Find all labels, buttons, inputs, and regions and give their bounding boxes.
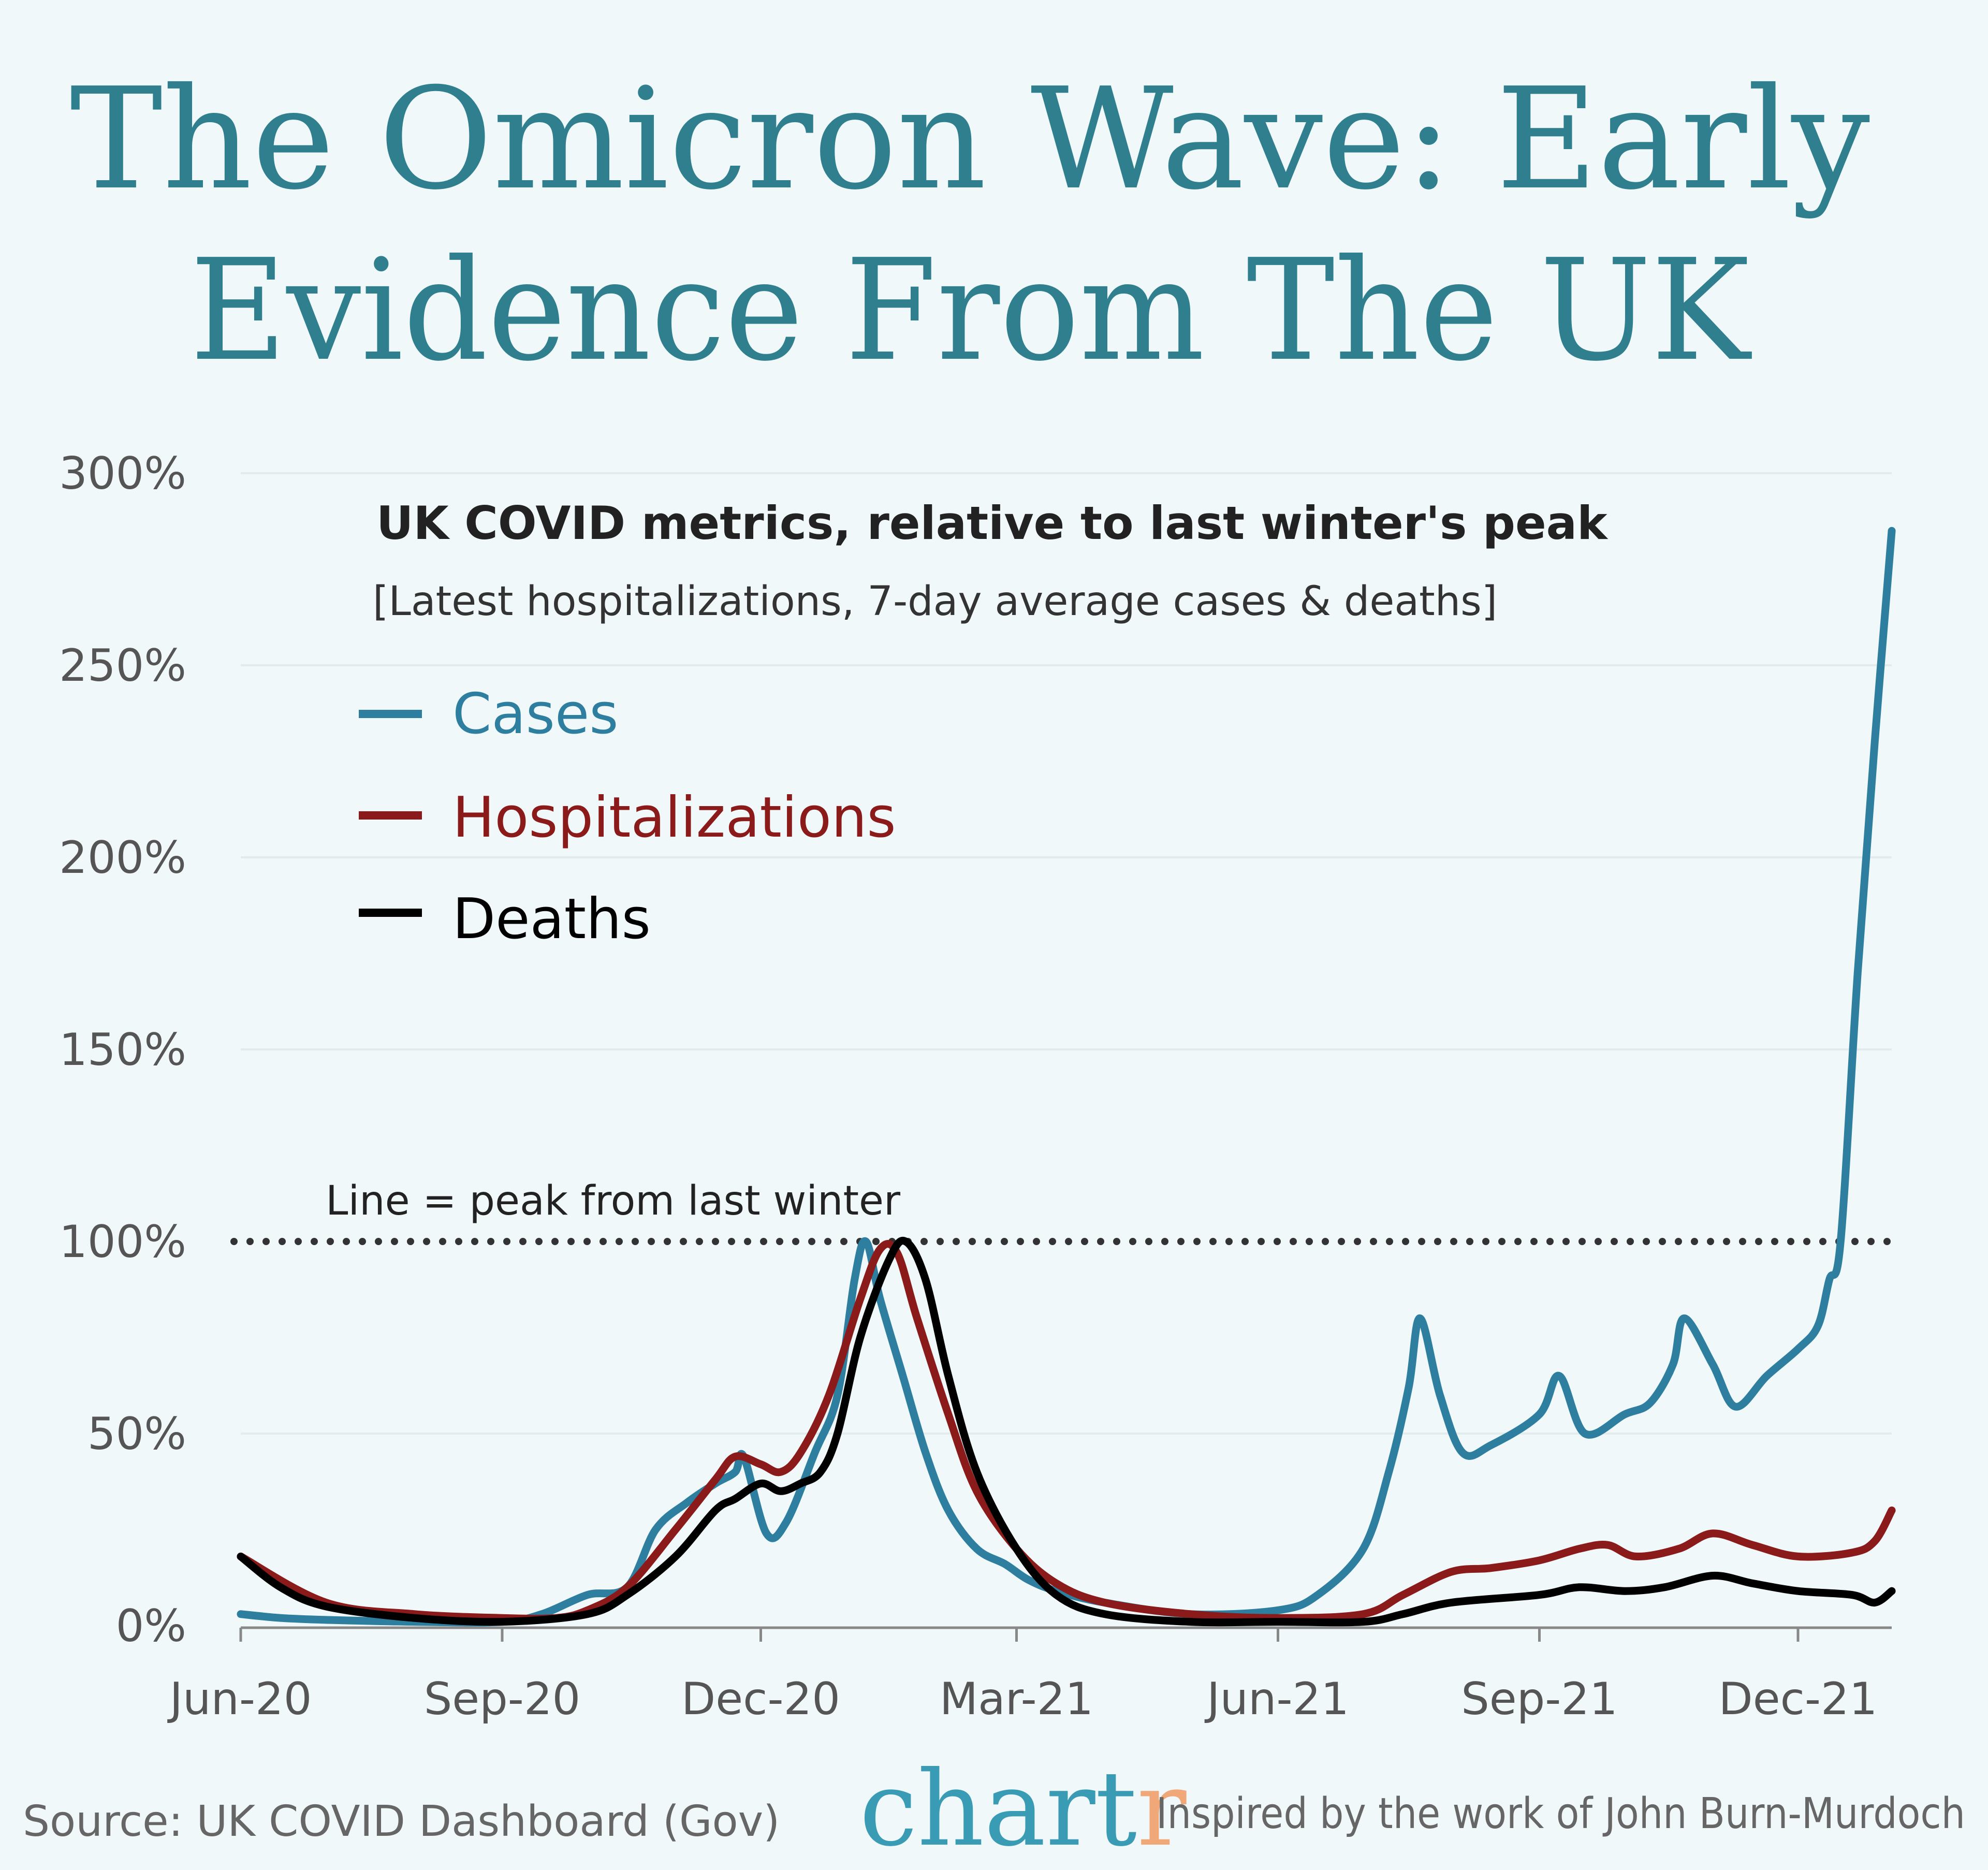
reference-annotation: Line = peak from last winter [326,1178,901,1224]
x-tick-label: Dec-20 [681,1673,840,1725]
series-lines [237,527,1896,1627]
series-line-deaths [237,1237,1896,1627]
x-tick-label: Sep-21 [1461,1673,1618,1725]
title-line-2: Evidence From The UK [190,229,1752,392]
legend-label-hospitalizations: Hospitalizations [452,785,896,850]
legend-label-deaths: Deaths [452,887,651,952]
legend-label-cases: Cases [452,682,619,747]
x-tick-label: Dec-21 [1719,1673,1878,1725]
x-axis: Jun-20 Sep-20 Dec-20 Mar-21 Jun-21 Sep-21 Dec-… [167,1626,1892,1725]
y-tick-label: 50% [87,1408,186,1460]
y-tick-label: 150% [59,1024,186,1076]
gridlines [241,472,1892,1435]
y-axis: 0% 50% 100% 150% 200% 250% 300% [59,448,186,1652]
y-tick-label: 250% [59,640,186,692]
legend: Cases Hospitalizations Deaths [359,682,896,952]
title-line-1: The Omicron Wave: Early [70,57,1870,221]
y-tick-label: 100% [59,1216,186,1268]
chart-subtitle: UK COVID metrics, relative to last winte… [376,496,1609,550]
y-tick-label: 0% [116,1600,186,1652]
x-tick-label: Jun-20 [167,1673,312,1725]
x-tick-label: Jun-21 [1204,1673,1349,1725]
series-line-hospitalizations [237,1240,1896,1623]
source-note: Source: UK COVID Dashboard (Gov) [23,1797,780,1846]
y-tick-label: 200% [59,832,186,884]
chart-subtitle-note: [Latest hospitalizations, 7-day average … [373,578,1497,625]
chartr-logo: chartr [859,1749,1187,1869]
credit-note: Inspired by the work of John Burn-Murdoc… [1156,1789,1965,1838]
y-tick-label: 300% [59,448,186,500]
x-tick-label: Sep-20 [424,1673,581,1725]
x-tick-label: Mar-21 [940,1673,1093,1725]
